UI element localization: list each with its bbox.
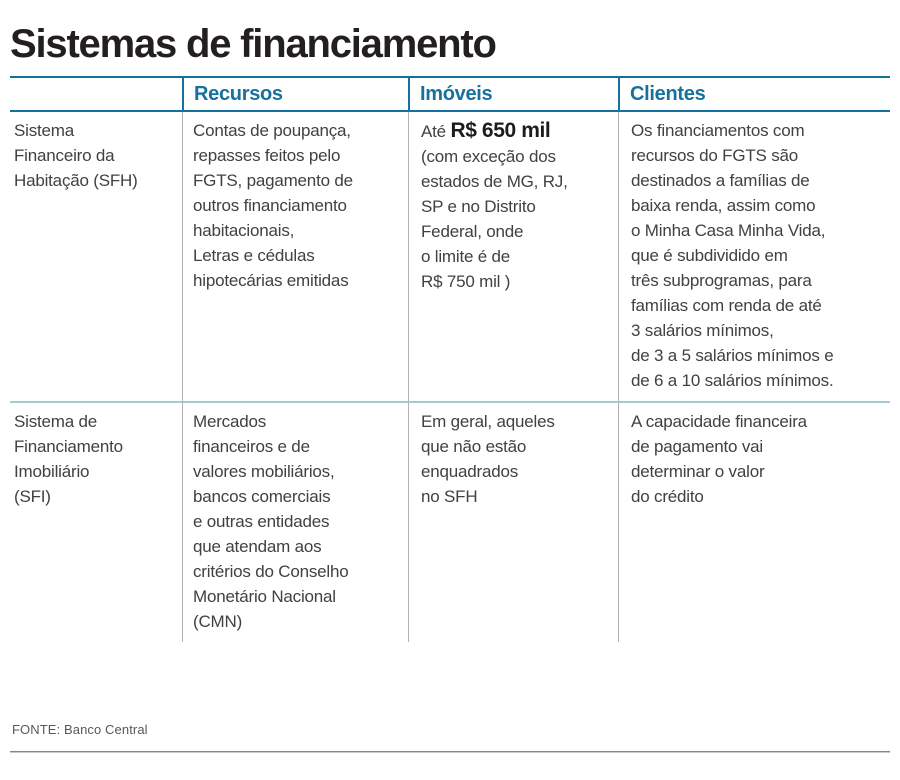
cell-sfi-clientes: A capacidade financeira de pagamento vai… bbox=[618, 401, 890, 642]
imoveis-limit-value: R$ 650 mil bbox=[450, 119, 551, 142]
cell-sfi-recursos: Mercados financeiros e de valores mobili… bbox=[182, 401, 408, 642]
cell-sfh-imoveis: Até R$ 650 mil (com exceção dos estados … bbox=[408, 112, 618, 401]
imoveis-limit-detail: (com exceção dos estados de MG, RJ, SP e… bbox=[421, 147, 568, 291]
cell-sfi-imoveis: Em geral, aqueles que não estão enquadra… bbox=[408, 401, 618, 642]
financing-systems-table: Recursos Imóveis Clientes Sistema Financ… bbox=[10, 76, 890, 642]
row-label-sfi: Sistema de Financiamento Imobiliário (SF… bbox=[10, 401, 182, 642]
header-cell-clientes: Clientes bbox=[618, 76, 890, 112]
source-credit: FONTE: Banco Central bbox=[12, 722, 148, 737]
cell-sfh-recursos: Contas de poupança, repasses feitos pelo… bbox=[182, 112, 408, 401]
cell-sfh-clientes: Os financiamentos com recursos do FGTS s… bbox=[618, 112, 890, 401]
header-cell-imoveis: Imóveis bbox=[408, 76, 618, 112]
row-label-sfh: Sistema Financeiro da Habitação (SFH) bbox=[14, 121, 138, 190]
header-cell-empty bbox=[10, 76, 182, 112]
header-cell-recursos: Recursos bbox=[182, 76, 408, 112]
page-title: Sistemas de financiamento bbox=[10, 22, 497, 66]
footer-divider bbox=[10, 751, 890, 753]
imoveis-limit-prefix: Até bbox=[421, 122, 451, 141]
